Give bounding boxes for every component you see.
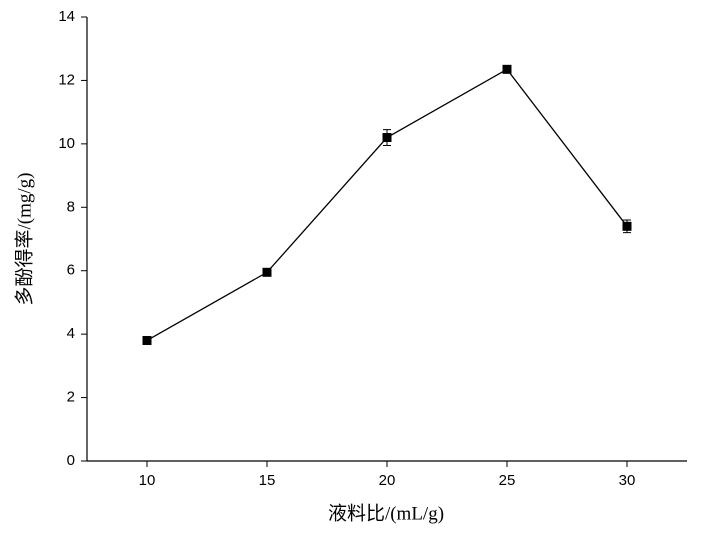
- marker: [262, 267, 272, 277]
- y-tick-label: 14: [58, 8, 75, 25]
- x-tick-label: 25: [499, 472, 516, 489]
- y-tick-label: 12: [58, 71, 75, 88]
- marker: [142, 335, 152, 345]
- y-tick-label: 8: [67, 198, 75, 215]
- y-tick-label: 0: [67, 452, 75, 469]
- x-tick-label: 15: [259, 472, 276, 489]
- x-axis-label: 液料比/(mL/g): [328, 502, 444, 524]
- x-tick-label: 10: [139, 472, 156, 489]
- marker: [502, 64, 512, 74]
- x-tick-label: 30: [619, 472, 636, 489]
- y-tick-label: 6: [67, 262, 75, 279]
- series-line: [146, 68, 628, 342]
- marker: [382, 133, 392, 143]
- y-axis-label: 多酚得率/(mg/g): [13, 173, 35, 306]
- y-tick-label: 2: [67, 389, 75, 406]
- y-tick-label: 10: [58, 135, 75, 152]
- marker: [622, 221, 632, 231]
- x-tick-label: 20: [379, 472, 396, 489]
- y-tick-label: 4: [67, 325, 75, 342]
